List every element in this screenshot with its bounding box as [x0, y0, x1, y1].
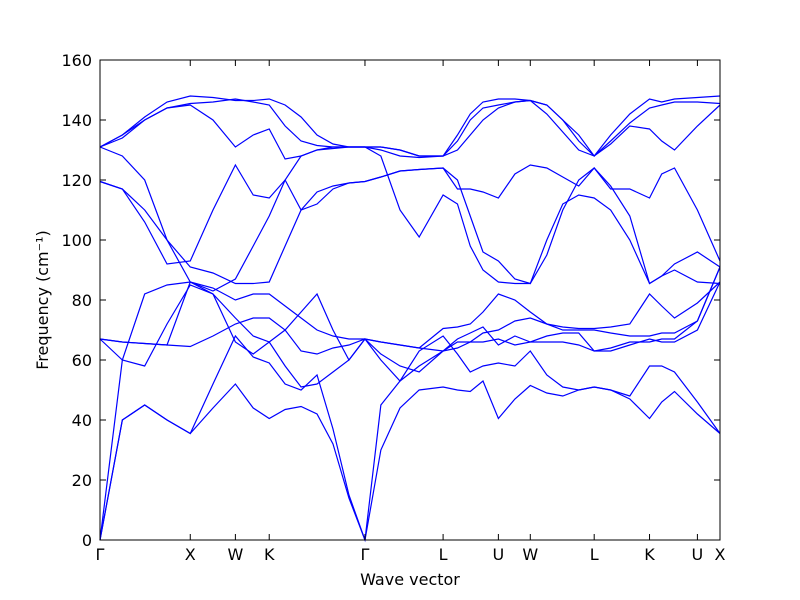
band-line-5 [99, 266, 721, 355]
band-line-8 [99, 163, 721, 265]
band-line-10 [99, 99, 721, 160]
x-tick-label-6: L [439, 545, 448, 564]
x-tick-label-12: X [715, 545, 726, 564]
y-tick-label-0: 0 [82, 531, 92, 550]
x-tick-label-10: K [644, 545, 655, 564]
band-line-4 [99, 266, 721, 373]
y-tick-label-60: 60 [72, 351, 92, 370]
x-tick-label-11: U [692, 545, 704, 564]
band-line-9 [99, 146, 721, 292]
x-tick-label-2: X [185, 545, 196, 564]
x-tick-label-4: K [264, 545, 275, 564]
x-tick-label-1: Γ [96, 545, 105, 564]
x-tick-label-5: Γ [361, 545, 370, 564]
band-line-1 [99, 380, 721, 543]
band-line-6 [99, 281, 721, 349]
x-tick-label-9: L [590, 545, 599, 564]
y-tick-label-120: 120 [61, 171, 92, 190]
band-line-7 [99, 167, 721, 285]
plot-area [99, 95, 721, 543]
y-tick-label-140: 140 [61, 111, 92, 130]
band-line-12 [99, 95, 721, 157]
y-axis: 0 20 40 60 80 100 120 140 160 [61, 51, 720, 550]
y-tick-label-160: 160 [61, 51, 92, 70]
x-tick-label-7: U [493, 545, 505, 564]
plot-frame [99, 59, 721, 541]
y-tick-label-100: 100 [61, 231, 92, 250]
y-tick-label-80: 80 [72, 291, 92, 310]
y-tick-label-20: 20 [72, 471, 92, 490]
band-line-3 [99, 281, 721, 541]
x-tick-label-8: W [522, 545, 538, 564]
x-tick-label-3: W [227, 545, 243, 564]
band-line-2 [99, 334, 721, 541]
y-tick-label-40: 40 [72, 411, 92, 430]
y-axis-label: Frequency (cm⁻¹) [33, 230, 52, 369]
x-axis-label: Wave vector [360, 570, 460, 589]
